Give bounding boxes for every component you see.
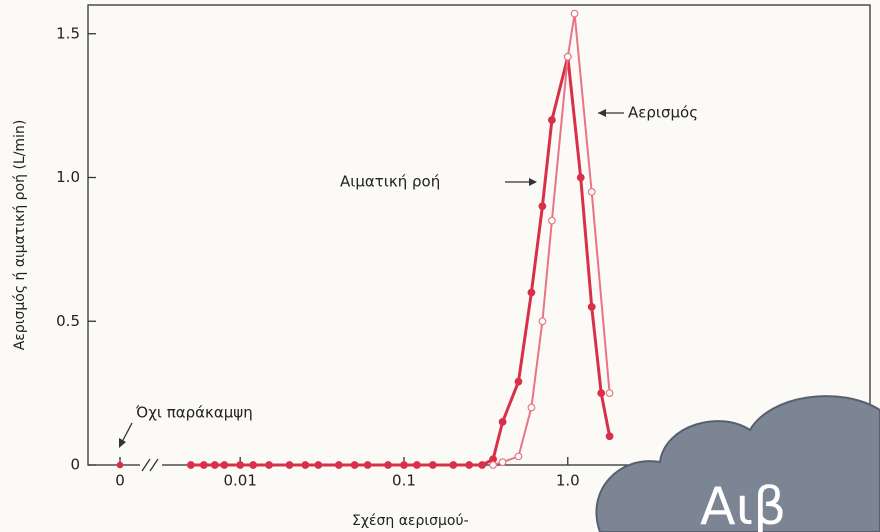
annotation: Αερισμός: [628, 104, 698, 122]
annotation: Αιματική ροή: [340, 173, 440, 191]
data-point: [527, 288, 536, 297]
axis-break: [140, 458, 162, 472]
data-point: [548, 216, 556, 225]
data-point: [428, 461, 437, 469]
data-point: [220, 461, 229, 469]
data-point: [384, 461, 393, 469]
data-point: [265, 461, 273, 469]
data-point: [548, 116, 556, 124]
data-point: [465, 461, 474, 469]
data-point: [605, 389, 614, 398]
data-point: [186, 461, 195, 469]
data-point: [498, 417, 507, 426]
data-point: [576, 173, 585, 182]
data-point: [334, 461, 343, 469]
data-point: [527, 403, 536, 412]
y-tick-label: 1.5: [56, 24, 80, 42]
data-point: [449, 461, 458, 469]
y-tick-label: 0.5: [56, 312, 80, 330]
data-point: [249, 461, 258, 469]
arrow-head: [119, 438, 126, 448]
data-point: [478, 461, 487, 469]
x-tick-label: 0: [115, 472, 125, 490]
data-point: [498, 458, 507, 467]
data-point: [199, 461, 208, 469]
x-axis-label: Σχέση αερισμού-: [352, 513, 469, 529]
data-point: [489, 461, 497, 469]
data-point: [514, 452, 523, 461]
data-point: [350, 461, 359, 469]
data-point: [563, 52, 572, 61]
plot-frame: [87, 4, 871, 466]
data-point: [236, 461, 245, 469]
arrow-head: [598, 109, 606, 117]
series-line: [492, 13, 611, 466]
y-axis-label: Αερισμός ή αιματική ροή (L/min): [12, 120, 28, 351]
data-point: [570, 9, 579, 18]
data-point: [116, 461, 124, 469]
x-tick-label: 0.01: [223, 472, 256, 490]
data-point: [514, 377, 523, 386]
x-tick-label: 0.1: [392, 472, 416, 490]
data-point: [314, 461, 323, 469]
data-point: [285, 461, 294, 469]
data-point: [587, 187, 596, 196]
data-point: [363, 461, 372, 469]
arrow-head: [529, 178, 537, 186]
data-point: [597, 389, 606, 398]
data-point: [538, 317, 547, 326]
data-point: [538, 202, 547, 211]
data-point: [413, 461, 421, 469]
series-line: [190, 56, 612, 467]
data-point: [400, 461, 408, 469]
cloud-overlay: Αιβ: [595, 395, 880, 532]
overlay-text: Αιβ: [700, 477, 786, 532]
y-tick-label: 0: [70, 456, 80, 474]
annotation: Όχι παράκαμψη: [135, 404, 253, 422]
x-tick-label: 1.0: [556, 472, 580, 490]
data-point: [605, 432, 614, 441]
y-tick-label: 1.0: [56, 168, 80, 186]
data-point: [587, 302, 596, 311]
data-point: [210, 461, 219, 469]
data-point: [301, 461, 310, 469]
